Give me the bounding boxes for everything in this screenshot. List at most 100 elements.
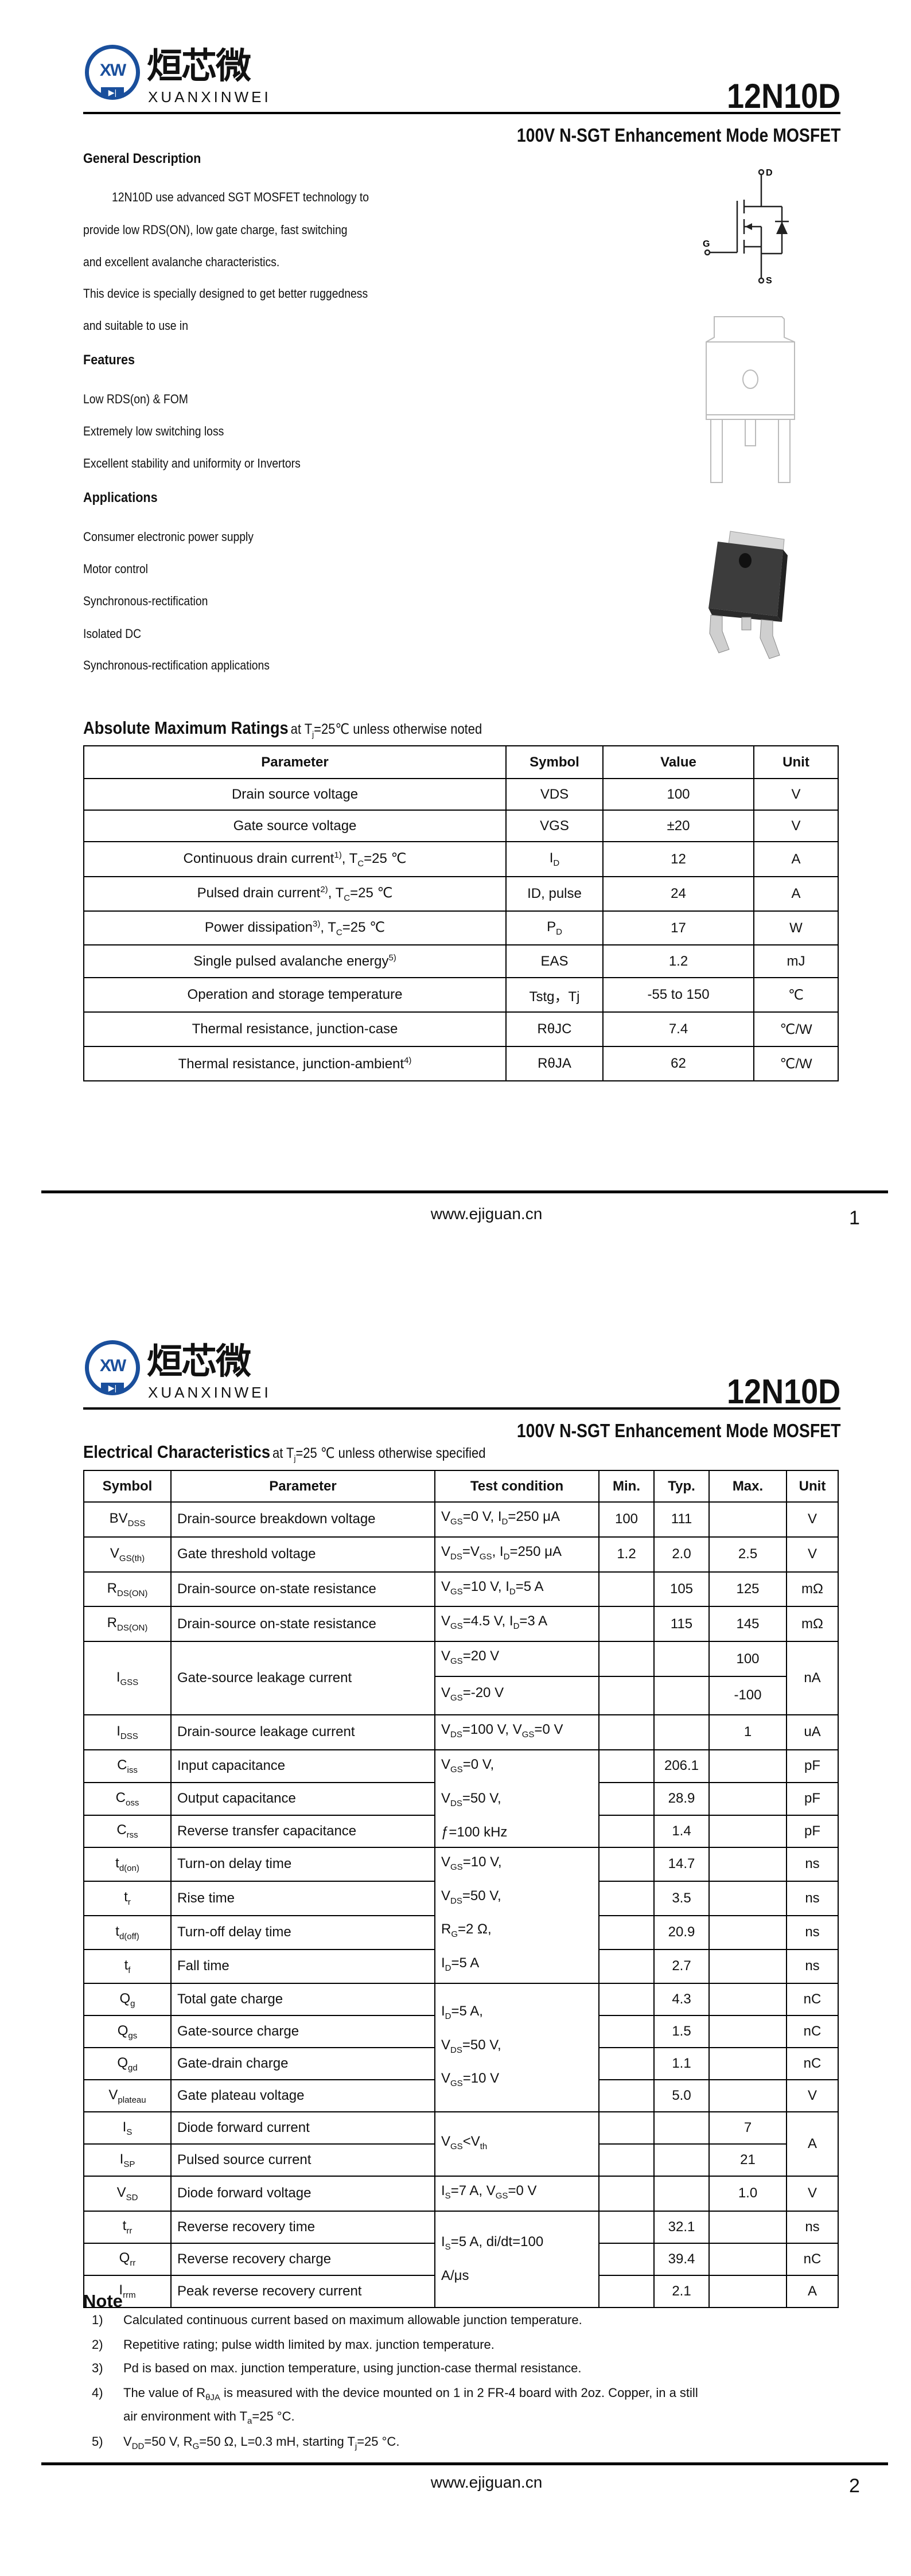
table-row: Irrm Peak reverse recovery current 2.1 A <box>83 2274 839 2308</box>
symbol-cell: VSD <box>83 2175 172 2212</box>
typ-cell <box>653 1714 710 1750</box>
unit-cell: V <box>786 1536 839 1573</box>
application-item: Consumer electronic power supply <box>83 530 254 544</box>
value-cell: ±20 <box>602 810 754 842</box>
unit-cell: ns <box>786 1880 839 1916</box>
symbol-cell: RθJA <box>505 1046 604 1081</box>
typ-cell: 20.9 <box>653 1915 710 1950</box>
min-cell <box>598 2274 655 2308</box>
parameter-cell: Drain-source on-state resistance <box>170 1606 435 1643</box>
header-rule <box>83 1407 840 1410</box>
min-cell <box>598 2143 655 2177</box>
parameter-cell: Gate-source charge <box>170 2014 435 2048</box>
parameter-cell: Power dissipation3), TC=25 ℃ <box>83 910 507 945</box>
unit-cell: A <box>786 2274 839 2308</box>
test-condition-cell: VDS=100 V, VGS=0 V <box>434 1714 599 1750</box>
table-row: Gate source voltage VGS ±20 V <box>83 810 839 842</box>
table-row: RDS(ON) Drain-source on-state resistance V… <box>83 1571 839 1608</box>
min-cell <box>598 1846 655 1882</box>
typ-cell <box>653 1675 710 1715</box>
unit-cell: W <box>753 910 839 945</box>
test-condition-cell: VGS=4.5 V, ID=3 A <box>434 1606 599 1643</box>
typ-cell: 1.5 <box>653 2014 710 2048</box>
table-row: Thermal resistance, junction-ambient4) Rθ… <box>83 1046 839 1081</box>
symbol-cell: Qgs <box>83 2014 172 2048</box>
unit-cell: nC <box>786 2014 839 2048</box>
note-text: Calculated continuous current based on m… <box>123 2313 582 2327</box>
parameter-cell: Drain-source on-state resistance <box>170 1571 435 1608</box>
min-cell <box>598 2046 655 2080</box>
min-cell <box>598 1781 655 1816</box>
table-row: VGS=-20 V -100 <box>84 1675 838 1715</box>
test-condition-cell: ID=5 A, VDS=50 V, VGS=10 V <box>434 1982 599 2112</box>
unit-cell: A <box>786 2111 839 2177</box>
unit-cell: V <box>786 2175 839 2212</box>
header-test-condition: Test condition <box>434 1470 599 1503</box>
typ-cell: 5.0 <box>653 2079 710 2112</box>
min-cell <box>598 2242 655 2276</box>
parameter-cell: Reverse recovery time <box>170 2210 435 2244</box>
test-condition-cell: VDS=VGS, ID=250 μA <box>434 1536 599 1573</box>
table-row: td(on) Turn-on delay time VGS=10 V, VDS=50… <box>83 1846 839 1984</box>
min-cell <box>598 1571 655 1608</box>
symbol-cell: tr <box>83 1880 172 1916</box>
elec-char-title: Electrical Characteristics at Tj=25 ℃ un… <box>83 1442 485 1465</box>
typ-cell: 2.1 <box>653 2274 710 2308</box>
typ-cell: 111 <box>653 1501 710 1538</box>
min-cell <box>598 2111 655 2145</box>
unit-cell: ns <box>786 1846 839 1882</box>
parameter-cell: Rise time <box>170 1880 435 1916</box>
parameter-cell: Gate plateau voltage <box>170 2079 435 2112</box>
note-number: 4) <box>92 2386 103 2400</box>
feature-item: Low RDS(on) & FOM <box>83 392 188 406</box>
note-text: Pd is based on max. junction temperature… <box>123 2361 582 2375</box>
symbol-cell: Qrr <box>83 2242 172 2276</box>
table-row: td(off) Turn-off delay time 20.9 ns <box>83 1915 839 1950</box>
symbol-cell: BVDSS <box>83 1501 172 1538</box>
symbol-cell: RDS(ON) <box>83 1606 172 1643</box>
unit-cell: ℃/W <box>753 1011 839 1047</box>
min-cell <box>598 2175 655 2212</box>
header-parameter: Parameter <box>170 1470 435 1503</box>
header-value: Value <box>602 745 754 779</box>
symbol-cell: VGS(th) <box>83 1536 172 1573</box>
subtitle: 100V N-SGT Enhancement Mode MOSFET <box>516 1420 840 1441</box>
typ-cell: 2.7 <box>653 1948 710 1984</box>
unit-cell: V <box>753 778 839 811</box>
unit-cell: A <box>753 841 839 877</box>
min-cell <box>598 2014 655 2048</box>
unit-cell: pF <box>786 1814 839 1848</box>
logo-name-en: XUANXINWEI <box>148 88 271 106</box>
typ-cell <box>653 1641 710 1677</box>
max-cell <box>708 1948 787 1984</box>
typ-cell: 14.7 <box>653 1846 710 1882</box>
subtitle: 100V N-SGT Enhancement Mode MOSFET <box>516 124 840 146</box>
diode-icon: ▶| <box>101 1383 124 1393</box>
table-row: Pulsed drain current2), TC=25 ℃ ID, pulse… <box>83 876 839 912</box>
unit-cell: A <box>753 876 839 912</box>
symbol-cell: EAS <box>505 944 604 978</box>
parameter-cell: Single pulsed avalanche energy5) <box>83 944 507 978</box>
test-condition-cell: VGS<Vth <box>434 2111 599 2177</box>
max-cell <box>708 2274 787 2308</box>
table-row: BVDSS Drain-source breakdown voltage VGS=0… <box>83 1501 839 1538</box>
symbol-cell: Tstg，Tj <box>505 977 604 1013</box>
footer-rule <box>41 2462 888 2465</box>
table-row: Qg Total gate charge ID=5 A, VDS=50 V, VGS… <box>83 1982 839 2112</box>
parameter-cell: Input capacitance <box>170 1749 435 1783</box>
min-cell <box>598 1880 655 1916</box>
typ-cell: 2.0 <box>653 1536 710 1573</box>
table-row: Operation and storage temperature Tstg，Tj… <box>83 977 839 1013</box>
typ-cell: 32.1 <box>653 2210 710 2244</box>
logo-ring <box>85 45 140 100</box>
table-row: Continuous drain current1), TC=25 ℃ ID 12 A <box>83 841 839 877</box>
symbol-cell: Ciss <box>83 1749 172 1783</box>
min-cell <box>598 2079 655 2112</box>
max-cell: 7 <box>708 2111 787 2145</box>
header-unit: Unit <box>786 1470 839 1503</box>
table-row: Coss Output capacitance 28.9 pF <box>83 1781 839 1816</box>
max-cell <box>708 1501 787 1538</box>
test-condition-cell: VGS=10 V, VDS=50 V, RG=2 Ω, ID=5 A <box>434 1846 599 1984</box>
typ-cell: 105 <box>653 1571 710 1608</box>
unit-cell: nC <box>786 2242 839 2276</box>
